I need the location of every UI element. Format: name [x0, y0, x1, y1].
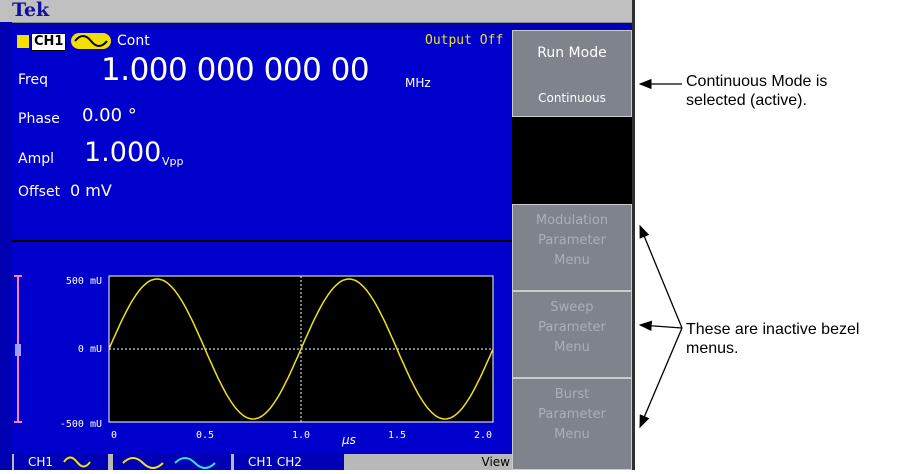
inactive-menus-annotation: These are inactive bezel menus.	[686, 320, 859, 358]
freq-unit: MHz	[405, 76, 431, 90]
bezel-label-line: Parameter	[538, 407, 606, 422]
arrow-to-sweep-menu	[638, 320, 683, 332]
tab-waveform[interactable]	[113, 454, 231, 470]
offset-marker[interactable]	[15, 344, 21, 356]
offset-value[interactable]: 0 mV	[70, 181, 112, 200]
x-tick-label: 1.0	[292, 430, 310, 441]
continuous-mode-annotation: Continuous Mode is selected (active).	[686, 72, 827, 110]
top-bar: Tek	[0, 0, 634, 23]
left-edge	[0, 22, 12, 470]
freq-label: Freq	[18, 72, 48, 88]
run-mode-value: Continuous	[538, 91, 606, 105]
tek-logo: Tek	[12, 0, 50, 21]
parameter-panel	[12, 30, 512, 240]
screen-frame-edge	[632, 0, 635, 470]
bezel-label-line: Parameter	[538, 233, 606, 248]
tab-ch1[interactable]: CH1	[14, 454, 108, 470]
bezel-menu: Run Mode Continuous Modulation Parameter…	[512, 0, 632, 470]
freq-value[interactable]: 1.000 000 000 00	[101, 52, 370, 88]
dual-sine-icon	[122, 457, 216, 469]
run-mode-button[interactable]: Run Mode Continuous	[512, 30, 632, 117]
bezel-label-line: Menu	[554, 340, 590, 355]
tab-bar: CH1 CH1 CH2 View	[12, 454, 512, 470]
arrow-to-modulation-menu	[639, 224, 683, 329]
run-mode-title: Run Mode	[537, 45, 607, 61]
x-unit-label: μs	[341, 433, 356, 447]
run-mode-status: Cont	[117, 33, 150, 49]
phase-value[interactable]: 0.00 °	[82, 105, 137, 126]
annotation-line: menus.	[686, 340, 739, 357]
bezel-label-line: Sweep	[550, 300, 594, 315]
waveform-plot: 500 mU 0 mU -500 mU 0 0.5 1.0 1.5 2.0 μs	[14, 275, 494, 447]
bezel-label-line: Parameter	[538, 320, 606, 335]
ampl-value[interactable]: 1.000	[84, 137, 162, 168]
x-tick-label: 0.5	[196, 430, 214, 441]
sine-waveform	[108, 278, 494, 420]
x-tick-label: 2.0	[474, 430, 492, 441]
x-tick-label: 0	[111, 430, 117, 441]
burst-parameter-menu-button[interactable]: Burst Parameter Menu	[512, 378, 632, 470]
annotation-line: Continuous Mode is	[686, 73, 828, 90]
bezel-label-line: Menu	[554, 253, 590, 268]
sine-wave-icon	[71, 33, 111, 49]
annotation-line: selected (active).	[686, 92, 807, 109]
sine-wave-icon	[63, 456, 91, 468]
y-tick-label: 500 mU	[66, 276, 102, 287]
bezel-label-line: Burst	[554, 387, 590, 402]
ampl-label: Ampl	[18, 151, 54, 167]
modulation-parameter-menu-button[interactable]: Modulation Parameter Menu	[512, 204, 632, 291]
offset-label: Offset	[18, 184, 61, 200]
tab-ch1-ch2[interactable]: CH1 CH2	[234, 454, 344, 470]
bezel-label-line: Modulation	[535, 213, 609, 228]
panel-divider	[12, 240, 512, 242]
ampl-unit: Vpp	[162, 155, 184, 168]
y-tick-label: -500 mU	[60, 419, 102, 430]
bezel-label-line: Menu	[554, 427, 590, 442]
channel-badge[interactable]: CH1	[31, 33, 67, 51]
x-tick-label: 1.5	[388, 430, 406, 441]
tab-view[interactable]: View	[481, 455, 510, 469]
sweep-parameter-menu-button[interactable]: Sweep Parameter Menu	[512, 291, 632, 378]
channel-color-indicator	[17, 35, 29, 48]
y-tick-label: 0 mU	[78, 344, 102, 355]
phase-label: Phase	[18, 111, 60, 127]
annotation-line: These are inactive bezel	[686, 321, 860, 338]
output-status: Output Off	[425, 33, 504, 48]
arrow-to-burst-menu	[639, 327, 683, 429]
tab-ch1-label: CH1	[28, 455, 54, 469]
bezel-empty-slot	[512, 117, 632, 204]
